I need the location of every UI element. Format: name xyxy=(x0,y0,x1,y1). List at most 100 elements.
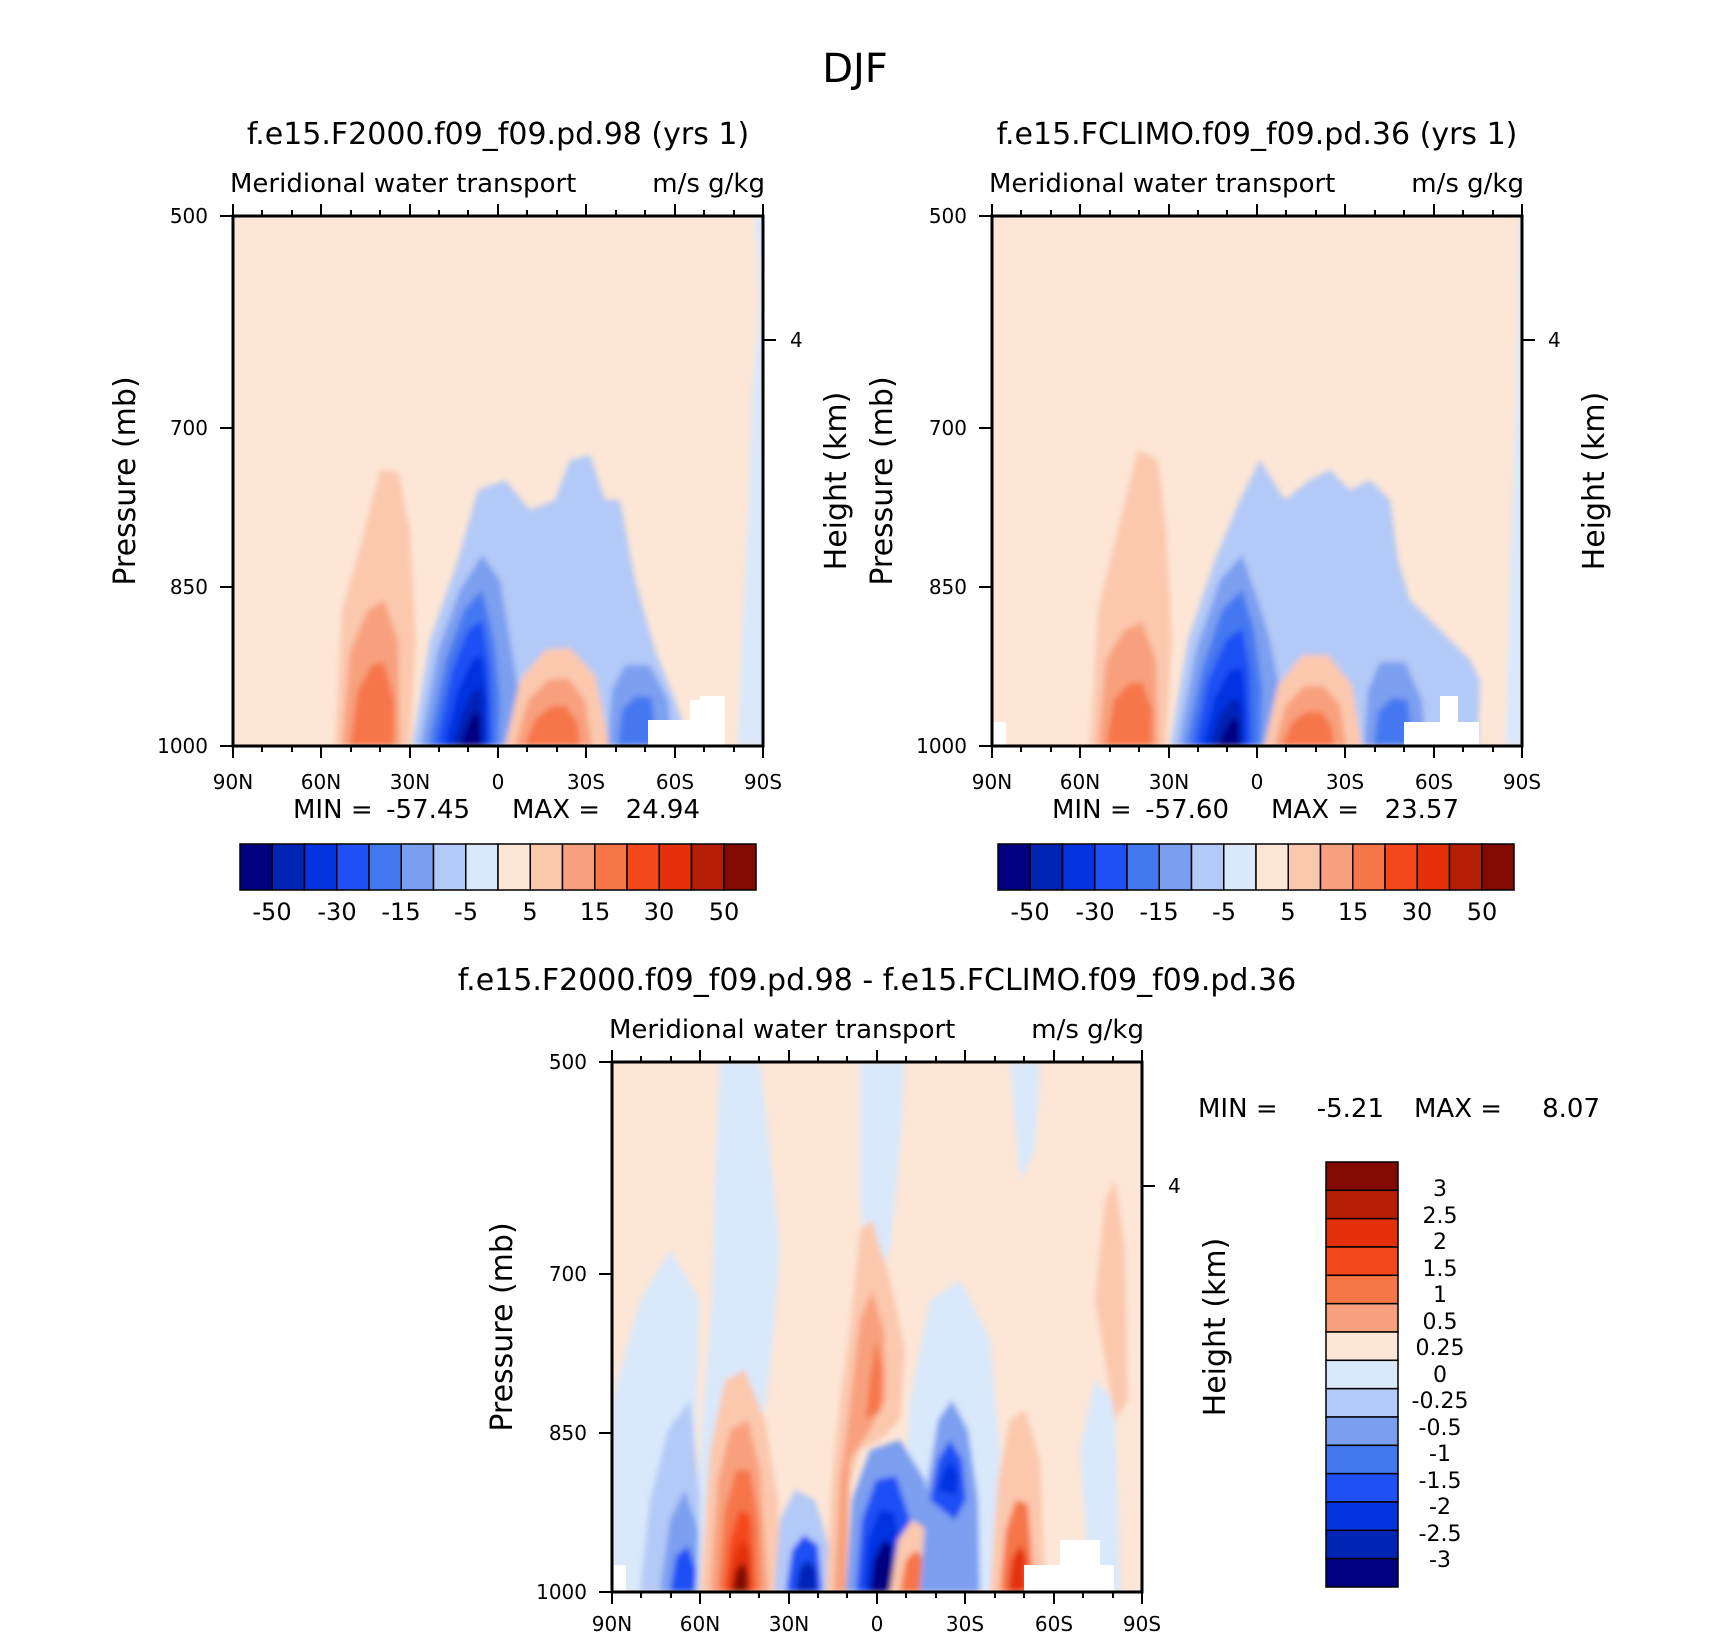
colorbar-label: 50 xyxy=(709,898,740,926)
region-negative-1 xyxy=(670,1546,696,1592)
y-tick-labels: 500 700 850 1000 xyxy=(157,204,208,758)
x-tick-label: 60N xyxy=(680,1612,720,1636)
colorbar-label: 5 xyxy=(1280,898,1295,926)
max-value: 8.07 xyxy=(1542,1094,1600,1124)
right-string: m/s g/kg xyxy=(652,169,765,199)
colorbar-swatch xyxy=(1325,1472,1399,1503)
colorbar-label: 1 xyxy=(1433,1283,1447,1308)
plot-frame xyxy=(220,204,776,758)
panel-title: f.e15.F2000.f09_f09.pd.98 (yrs 1) xyxy=(247,117,749,152)
colorbar-swatch xyxy=(561,843,596,891)
x-tick-label: 30N xyxy=(390,770,430,794)
colorbar-label: 0 xyxy=(1433,1363,1447,1388)
colorbar-swatch xyxy=(1448,843,1483,891)
colorbar-label: 30 xyxy=(644,898,675,926)
plot-frame xyxy=(599,1050,1155,1604)
colorbar-label: -30 xyxy=(317,898,356,926)
colorbar-swatch xyxy=(1223,843,1257,891)
min-label: MIN = xyxy=(293,795,373,825)
colorbar-swatch xyxy=(1094,843,1128,891)
region-negative-south-10 xyxy=(1374,698,1412,746)
max-label: MAX = xyxy=(1271,795,1359,825)
tick-marks xyxy=(979,204,1535,758)
y-tick-label: 1000 xyxy=(157,734,208,758)
region-positive-south-15 xyxy=(524,706,580,746)
panel-bottom-difference: f.e15.F2000.f09_f09.pd.98 - f.e15.FCLIMO… xyxy=(458,963,1600,1636)
colorbar-swatch xyxy=(529,843,564,891)
colorbar-label: -5 xyxy=(1212,898,1236,926)
panel-top-right: f.e15.FCLIMO.f09_f09.pd.36 (yrs 1) Merid… xyxy=(865,117,1612,926)
colorbar-swatch xyxy=(1158,843,1193,891)
colorbar-swatch xyxy=(658,843,693,891)
y-axis-label: Pressure (mb) xyxy=(108,376,143,585)
colorbar-swatch xyxy=(1325,1302,1399,1333)
min-label: MIN = xyxy=(1052,795,1132,825)
colorbar-swatch xyxy=(1325,1387,1399,1418)
colorbar-swatch xyxy=(1325,1557,1399,1588)
colorbar-labels: -50 -30 -15 -5 5 15 30 50 xyxy=(1010,898,1497,926)
x-tick-label: 60S xyxy=(1415,770,1453,794)
y-tick-label: 700 xyxy=(170,416,208,440)
colorbar-swatch xyxy=(626,843,660,891)
colorbar-swatch xyxy=(1325,1416,1399,1447)
colorbar-swatch xyxy=(1287,843,1322,891)
colorbar-label: -15 xyxy=(381,898,420,926)
y-tick-label: 1000 xyxy=(536,1580,587,1604)
colorbar-swatch xyxy=(1352,843,1386,891)
x-tick-label: 0 xyxy=(871,1612,884,1636)
colorbar-label: -1.5 xyxy=(1419,1469,1462,1494)
colorbar-swatch xyxy=(1319,843,1354,891)
colorbar-swatch xyxy=(1029,843,1064,891)
tick-marks xyxy=(220,204,776,758)
y-tick-labels: 500 700 850 1000 xyxy=(536,1050,587,1604)
y-tick-label: 700 xyxy=(549,1262,587,1286)
x-tick-label: 30S xyxy=(567,770,605,794)
max-label: MAX = xyxy=(1414,1094,1502,1124)
colorbar-swatch xyxy=(368,843,402,891)
colorbar-swatch xyxy=(594,843,628,891)
colorbar-label: -50 xyxy=(252,898,291,926)
left-string: Meridional water transport xyxy=(989,169,1335,199)
missing-data-patch xyxy=(612,1565,626,1592)
colorbar-swatch xyxy=(1325,1217,1399,1248)
colorbar-label: -0.5 xyxy=(1419,1416,1462,1441)
x-tick-label: 30N xyxy=(1149,770,1189,794)
panel-title: f.e15.FCLIMO.f09_f09.pd.36 (yrs 1) xyxy=(997,117,1518,152)
x-tick-label: 60S xyxy=(656,770,694,794)
contour-field xyxy=(233,216,763,746)
colorbar: -50 -30 -15 -5 5 15 30 50 xyxy=(239,843,757,926)
x-tick-labels: 90N 60N 30N 0 30S 60S 90S xyxy=(592,1612,1161,1636)
stats-line: MIN = -57.60 MAX = 23.57 xyxy=(1052,795,1459,825)
colorbar-swatch xyxy=(1416,843,1451,891)
x-tick-labels: 90N 60N 30N 0 30S 60S 90S xyxy=(972,770,1541,794)
colorbar-label: -1 xyxy=(1429,1442,1451,1467)
contour-field xyxy=(992,216,1522,746)
colorbar-label: -5 xyxy=(454,898,478,926)
colorbar-swatch xyxy=(432,843,467,891)
missing-data-patch xyxy=(1060,1540,1100,1570)
right-string: m/s g/kg xyxy=(1031,1015,1144,1045)
y-axis-label-right: Height (km) xyxy=(1577,392,1612,571)
region-negative-mid-2 xyxy=(938,1462,958,1495)
x-tick-label: 90S xyxy=(1123,1612,1161,1636)
colorbar-swatch xyxy=(1325,1274,1399,1305)
colorbar-label: -30 xyxy=(1075,898,1114,926)
missing-data-patch xyxy=(690,700,702,720)
colorbar-swatch xyxy=(1126,843,1160,891)
x-tick-labels: 90N 60N 30N 0 30S 60S 90S xyxy=(213,770,782,794)
region-negative-south-2 xyxy=(796,1560,816,1592)
x-tick-label: 90N xyxy=(972,770,1012,794)
x-tick-label: 60N xyxy=(1060,770,1100,794)
plot-frame xyxy=(979,204,1535,758)
y-tick-label: 850 xyxy=(170,575,208,599)
x-tick-label: 90S xyxy=(1503,770,1541,794)
y-axis-label: Pressure (mb) xyxy=(485,1222,520,1431)
colorbar-swatch xyxy=(465,843,499,891)
y-tick-label: 700 xyxy=(929,416,967,440)
colorbar-swatch xyxy=(1190,843,1225,891)
missing-data-patch xyxy=(700,696,725,746)
panel-top-left: f.e15.F2000.f09_f09.pd.98 (yrs 1) Meridi… xyxy=(108,117,854,926)
colorbar-label: 2.5 xyxy=(1423,1204,1458,1229)
colorbar-label: 50 xyxy=(1467,898,1498,926)
max-label: MAX = xyxy=(512,795,600,825)
